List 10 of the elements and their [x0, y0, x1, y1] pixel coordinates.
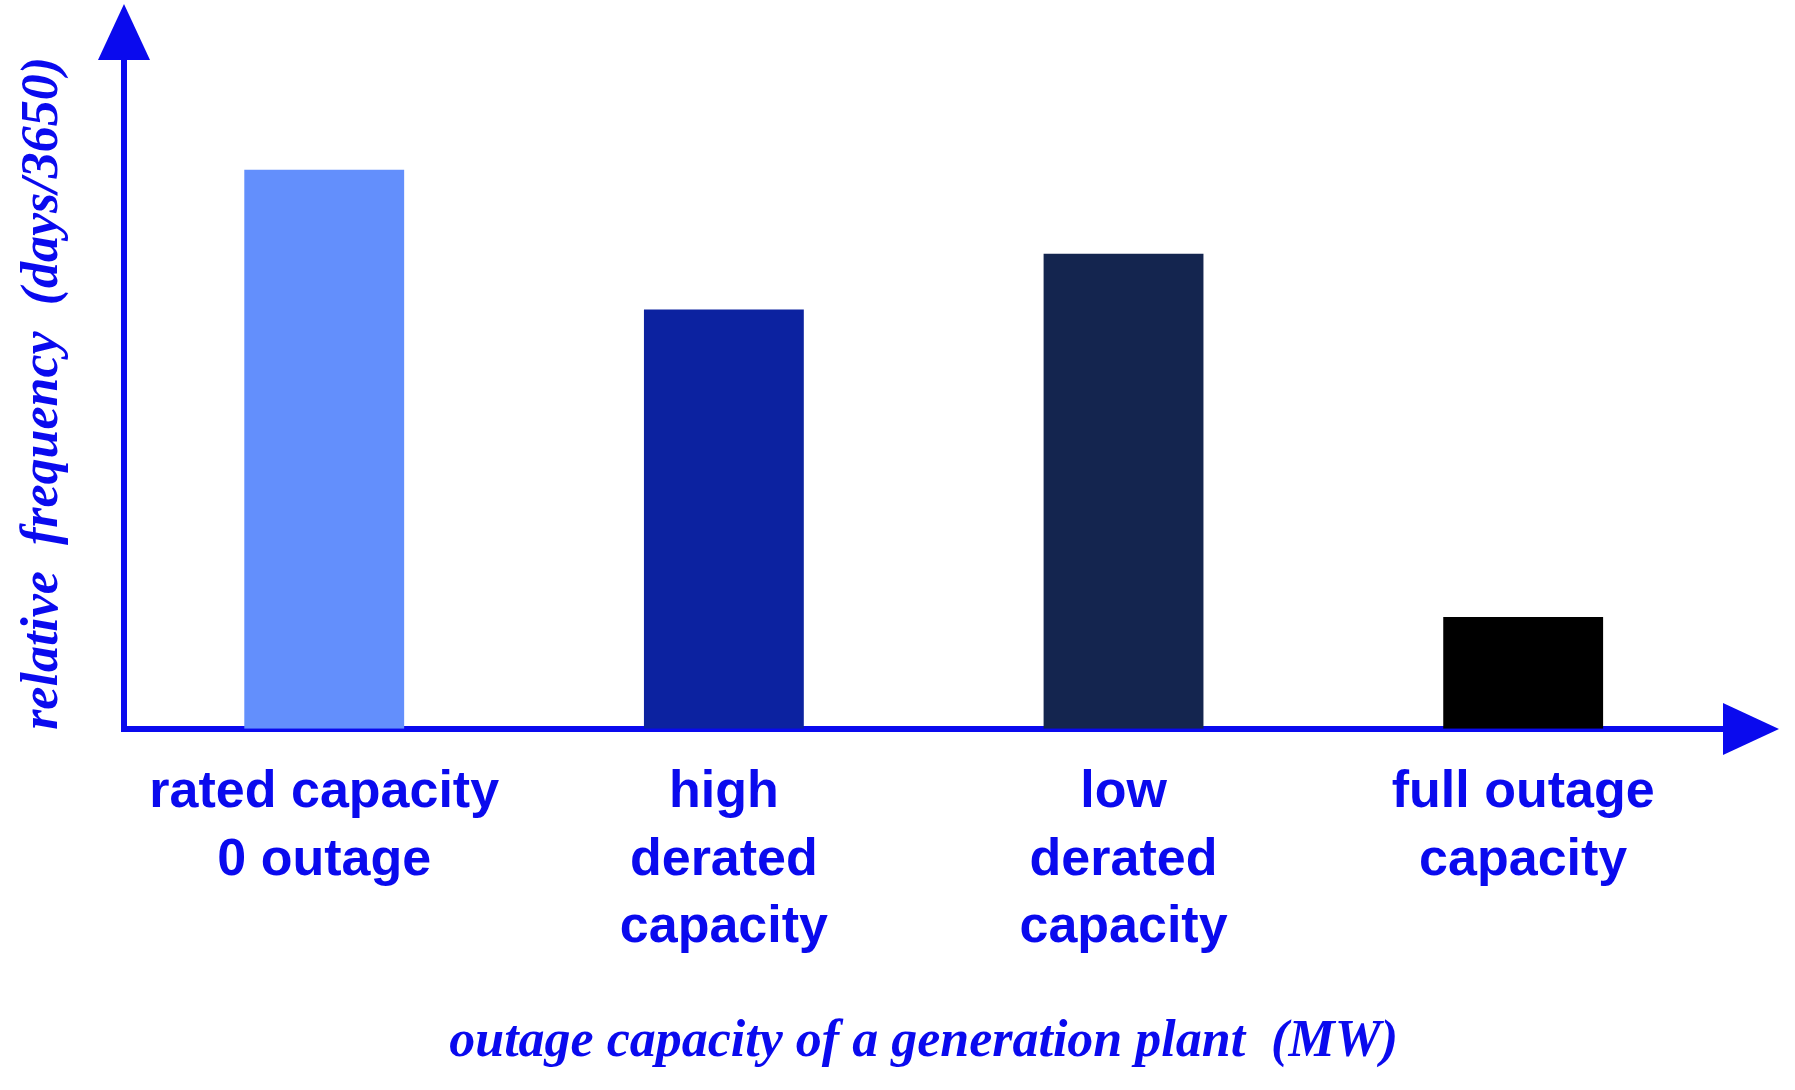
- bar: [643, 309, 804, 729]
- x-tick-label: low derated capacity: [1019, 759, 1228, 954]
- bar: [1443, 617, 1604, 729]
- bar: [244, 169, 405, 729]
- x-tick-label: rated capacity 0 outage: [149, 759, 500, 886]
- y-axis-title: relative frequency (days/3650): [10, 56, 69, 730]
- x-axis-title: outage capacity of a generation plant (MW): [449, 1010, 1399, 1069]
- x-tick-label: high derated capacity: [619, 759, 829, 954]
- x-tick-label: full outage capacity: [1391, 759, 1655, 886]
- bar: [1043, 253, 1204, 729]
